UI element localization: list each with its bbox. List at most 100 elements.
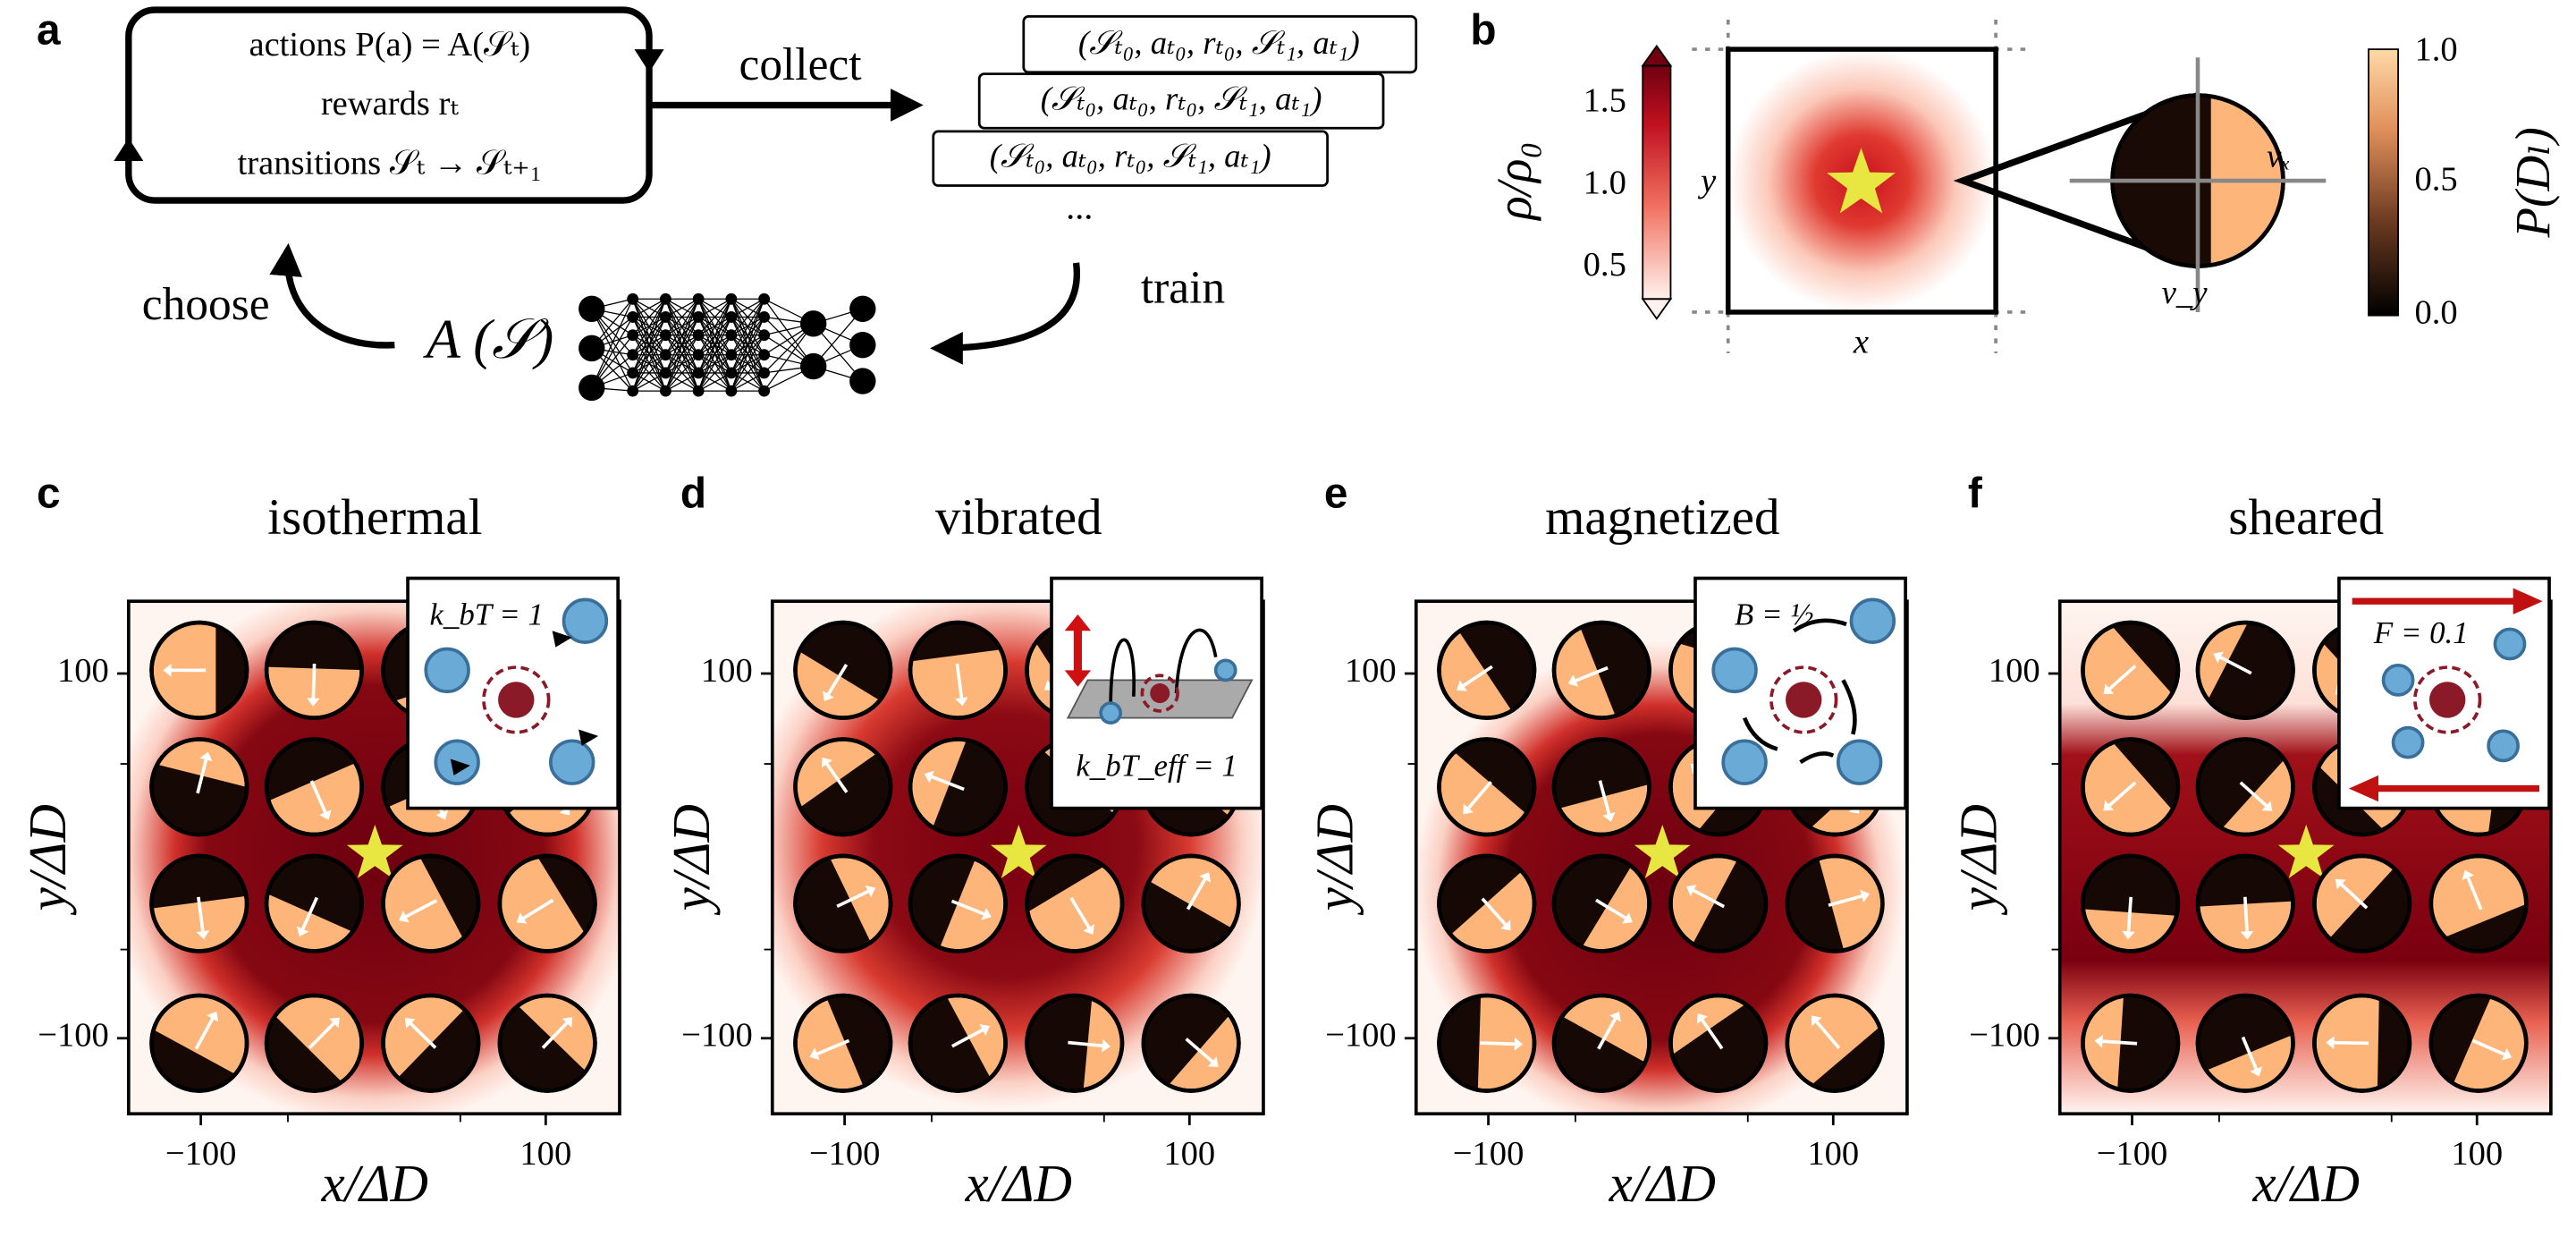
velocity-arrow: [1466, 780, 1492, 809]
panel-label: b: [1470, 6, 1496, 54]
node: [758, 367, 771, 379]
arrow-head: [2094, 1034, 2104, 1048]
agent: [562, 597, 609, 644]
probability-colorbar: [2368, 48, 2399, 317]
arrow-head: [1860, 889, 1871, 902]
arrow-head: [1499, 919, 1511, 931]
inset-label: k_bT_eff = 1: [1076, 749, 1237, 784]
node: [692, 292, 705, 305]
dark-region: [799, 753, 891, 835]
disk-outline: [2081, 737, 2181, 837]
edge: [731, 298, 765, 336]
disk-outline: [793, 853, 893, 953]
disk-outline: [1437, 737, 1537, 837]
edge: [591, 299, 634, 388]
dark-region: [798, 623, 891, 701]
agent: [424, 647, 470, 694]
dark-region: [910, 996, 991, 1091]
node: [659, 349, 671, 361]
arrow-head: [955, 697, 968, 707]
node: [849, 295, 876, 322]
node: [579, 374, 605, 402]
tuple-box: [932, 130, 1329, 187]
arrow-head: [2250, 1066, 2263, 1077]
loop-text: actions P(a) = A(𝒮ₜ): [249, 26, 530, 64]
node: [758, 349, 771, 361]
node: [692, 329, 705, 342]
dark-region: [2377, 998, 2410, 1089]
velocity-arrow: [1068, 1040, 1102, 1048]
velocity-arrow: [2471, 1038, 2505, 1056]
arrow-head: [435, 809, 449, 820]
dark-region: [266, 1015, 342, 1091]
agent: [2381, 664, 2415, 697]
axis-label: y: [1697, 163, 1717, 200]
arrow-head: [2326, 1036, 2335, 1050]
velocity-arrow: [1595, 898, 1626, 919]
axes-frame: [770, 599, 1265, 1116]
velocity-arrow: [2126, 896, 2133, 932]
disk-outline: [1025, 853, 1125, 953]
target-ring: [1140, 674, 1179, 713]
arrow-head: [2103, 800, 2115, 811]
edge: [665, 298, 699, 318]
disk-outline: [908, 993, 1008, 1093]
velocity-arrow: [1462, 665, 1493, 688]
node: [725, 292, 738, 305]
edge: [664, 317, 699, 392]
arrow-head: [562, 1017, 573, 1028]
node: [725, 311, 738, 323]
target-star: [1827, 148, 1896, 214]
panel-label: a: [37, 6, 61, 54]
disk-outline: [264, 620, 364, 720]
dark-region: [910, 855, 976, 948]
arrow-head: [1567, 674, 1579, 687]
node: [579, 295, 605, 322]
dark-region: [2329, 868, 2410, 952]
edge: [632, 298, 666, 336]
shear-head: [2348, 775, 2379, 802]
velocity-arrow: [522, 898, 554, 920]
edge: [697, 354, 732, 392]
axes-frame: [1414, 599, 1909, 1116]
arrow-head: [1083, 924, 1095, 935]
arrow-head: [809, 1047, 820, 1061]
arrow-head: [924, 770, 934, 784]
velocity-arrow: [1693, 888, 1726, 909]
train-arrow: [930, 262, 1081, 365]
node: [579, 335, 605, 362]
arrow-head: [1207, 1056, 1219, 1067]
edge: [664, 335, 699, 392]
dark-region: [2198, 996, 2293, 1071]
edge: [632, 298, 666, 356]
velocity-arrow: [931, 775, 965, 792]
panel-label: c: [37, 470, 61, 517]
target-ring: [482, 665, 551, 734]
choose-label: choose: [142, 279, 270, 330]
dark-region: [1458, 623, 1534, 711]
velocity-arrow: [194, 1017, 215, 1050]
target: [1786, 682, 1822, 718]
disk-outline: [1551, 737, 1651, 837]
disk-outline: [2195, 620, 2295, 720]
edge: [632, 354, 666, 392]
node: [692, 367, 705, 379]
edge: [731, 299, 765, 392]
panel-label: d: [680, 470, 706, 517]
velocity-arrow: [2340, 883, 2369, 910]
agent: [2487, 729, 2520, 763]
node: [758, 329, 771, 342]
arrow-head: [2213, 651, 2224, 664]
swirl: [1841, 679, 1857, 735]
inset: k_bT = 1: [406, 576, 620, 810]
arrow-head: [163, 663, 172, 677]
edge: [731, 335, 765, 392]
agent: [2493, 627, 2527, 661]
target-ring: [2412, 665, 2482, 734]
arrow-head: [196, 930, 210, 940]
dark-region: [1026, 855, 1104, 912]
edge: [731, 354, 765, 392]
velocity-arrow: [950, 1028, 984, 1048]
arrow-head: [1602, 812, 1616, 822]
dark-region: [267, 855, 362, 932]
